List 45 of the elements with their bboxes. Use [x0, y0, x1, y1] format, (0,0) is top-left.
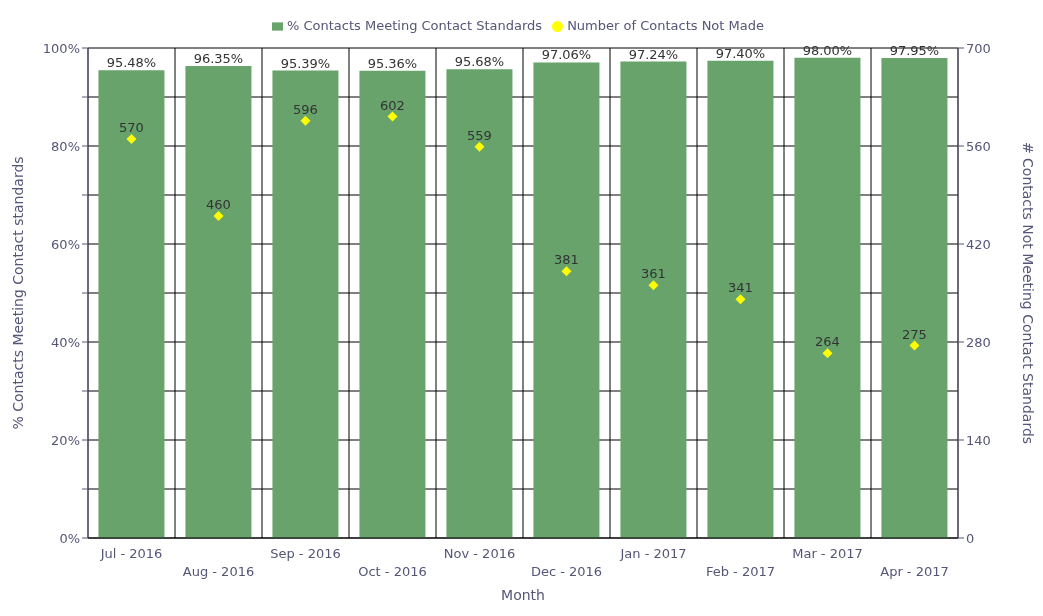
data-label: 97.24% [628, 46, 679, 62]
data-label: 97.06% [541, 47, 592, 63]
y-tick-label: 20% [51, 432, 80, 448]
data-label: 95.36% [367, 55, 418, 71]
data-label: 460 [206, 197, 231, 212]
y2-tick-label: 700 [966, 40, 991, 56]
data-label: 361 [641, 266, 666, 282]
data-label: 596 [293, 101, 318, 117]
data-label: 95.39% [280, 55, 331, 71]
x-tick-label: Oct - 2016 [358, 564, 427, 579]
x-tick-label: Dec - 2016 [530, 564, 603, 579]
y2-axis-title: # Contacts Not Meeting Contact Standards [1020, 141, 1037, 445]
y2-tick-label: 0 [966, 530, 975, 546]
data-label: 264 [815, 334, 840, 350]
x-tick-label: Feb - 2017 [705, 564, 776, 579]
x-tick-label: Aug - 2016 [182, 564, 255, 579]
legend-label: % Contacts Meeting Contact Standards [287, 18, 543, 33]
y2-tick-label: 560 [966, 138, 991, 154]
x-axis-title: Month [501, 587, 545, 603]
y-tick-label: 100% [42, 40, 80, 56]
y2-tick-label: 140 [966, 432, 991, 448]
x-tick-label: Sep - 2016 [270, 546, 341, 561]
x-tick-label: Apr - 2017 [880, 564, 949, 579]
data-label: 559 [467, 127, 492, 143]
data-label: 381 [554, 252, 579, 268]
legend-label: Number of Contacts Not Made [567, 18, 764, 33]
data-label: 341 [728, 280, 753, 296]
y2-tick-label: 420 [966, 236, 991, 252]
y2-tick-label: 280 [966, 334, 991, 350]
y-tick-label: 80% [51, 138, 80, 154]
data-label: 95.48% [106, 55, 157, 71]
y-tick-label: 40% [51, 334, 80, 350]
data-label: 96.35% [193, 50, 244, 66]
data-label: 570 [119, 120, 144, 135]
y-tick-label: 60% [51, 236, 80, 252]
y-axis-title: % Contacts Meeting Contact standards [9, 156, 26, 430]
data-label: 275 [902, 326, 927, 342]
data-label: 97.40% [715, 45, 766, 61]
y-tick-label: 0% [59, 530, 80, 546]
x-tick-label: Jul - 2016 [99, 546, 163, 561]
x-tick-label: Jan - 2017 [619, 546, 687, 561]
data-label: 602 [380, 97, 405, 113]
x-tick-label: Nov - 2016 [443, 546, 516, 561]
data-label: 95.68% [454, 54, 505, 70]
x-tick-label: Mar - 2017 [792, 546, 863, 561]
